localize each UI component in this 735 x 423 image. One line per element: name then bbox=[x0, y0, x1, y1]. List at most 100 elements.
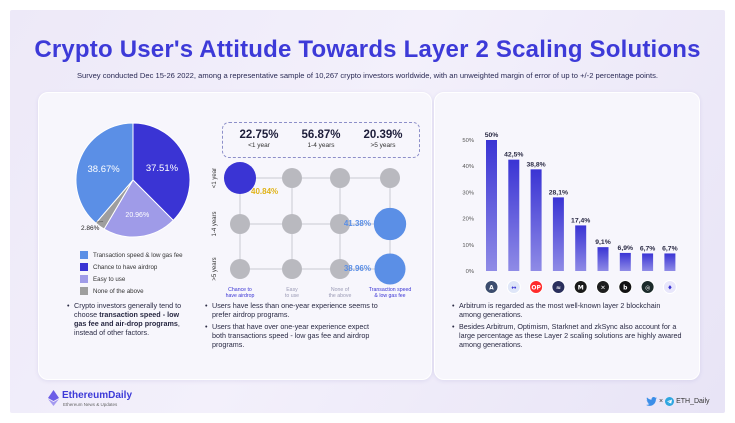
matrix-row-label: 1-4 years bbox=[212, 211, 218, 236]
y-tick-label: 30% bbox=[462, 190, 474, 196]
bar bbox=[575, 225, 587, 271]
bullet-dot: • bbox=[205, 301, 208, 310]
stat-1-4-years: 56.87% 1-4 years bbox=[291, 129, 351, 149]
legend-swatch bbox=[80, 263, 88, 271]
matrix-row-label: >5 years bbox=[212, 257, 218, 280]
blockchain-logo-glyph: M bbox=[578, 284, 584, 291]
bar bbox=[552, 197, 564, 271]
bar-chart: 0% 10% 20% 30% 40% 50% 50% A 42,5% ↔ 38,8% OP 28,1% ≈… bbox=[434, 92, 698, 302]
pie-slice-label: 20.96% bbox=[125, 212, 149, 219]
matrix-bubble-highlight bbox=[374, 253, 406, 285]
middle-note-2: • Users that have over one-year experien… bbox=[205, 322, 382, 349]
ethereum-icon bbox=[48, 390, 59, 406]
bar-value-label: 6,7% bbox=[640, 245, 656, 252]
matrix-col-label: Transaction speed & low gas fee bbox=[369, 287, 412, 299]
matrix-bubble bbox=[282, 214, 302, 234]
legend-label: Transaction speed & low gas fee bbox=[93, 251, 183, 259]
matrix-col-label: Easy to use bbox=[285, 287, 299, 299]
right-panel bbox=[434, 92, 700, 380]
bar bbox=[597, 247, 609, 271]
blockchain-logo-icon bbox=[640, 280, 655, 294]
bar-value-label: 6,9% bbox=[618, 245, 634, 252]
bar-value-label: 17,4% bbox=[571, 217, 590, 224]
pie-slice bbox=[103, 179, 174, 238]
matrix-bubble bbox=[330, 168, 350, 188]
bar-value-label: 28,1% bbox=[549, 189, 568, 196]
twitter-icon[interactable] bbox=[646, 397, 657, 406]
page-title: Crypto User's Attitude Towards Layer 2 S… bbox=[34, 36, 701, 63]
y-tick-label: 10% bbox=[462, 243, 474, 249]
right-notes: • Arbitrum is regarded as the most well-… bbox=[452, 301, 683, 349]
pie-slice-label: 38.67% bbox=[87, 164, 120, 175]
stat-label: 1-4 years bbox=[307, 142, 335, 149]
right-note-1: • Arbitrum is regarded as the most well-… bbox=[452, 301, 683, 319]
stat-label: >5 years bbox=[370, 142, 396, 149]
blockchain-logo-glyph: OP bbox=[531, 284, 541, 291]
stat-value: 22.75% bbox=[239, 129, 279, 141]
legend-item: Transaction speed & low gas fee bbox=[80, 250, 183, 260]
bar bbox=[508, 159, 520, 271]
stat-label: <1 year bbox=[248, 142, 270, 149]
middle-note-text: Users have less than one-year experience… bbox=[212, 301, 378, 319]
matrix-value-label: 38.96% bbox=[344, 264, 371, 273]
social-separator: × bbox=[659, 398, 664, 405]
stat-under-1-year: 22.75% <1 year bbox=[229, 129, 289, 149]
y-tick-label: 20% bbox=[462, 217, 474, 223]
right-note-text: Besides Arbitrum, Optimism, Starknet and… bbox=[459, 322, 682, 349]
stat-over-5-years: 20.39% >5 years bbox=[353, 129, 413, 149]
bar bbox=[486, 140, 497, 271]
blockchain-logo-glyph: ↔ bbox=[511, 284, 516, 291]
left-note: • Crypto investors generally tend to cho… bbox=[67, 301, 192, 337]
blockchain-logo-icon bbox=[596, 280, 610, 294]
matrix-value-label: 40.84% bbox=[251, 187, 278, 196]
legend-label: Easy to use bbox=[93, 275, 126, 283]
bar bbox=[642, 253, 654, 271]
bullet-dot: • bbox=[452, 301, 455, 310]
matrix-value-label: 41.38% bbox=[344, 219, 371, 228]
blockchain-logo-icon bbox=[484, 280, 499, 294]
blockchain-logo-icon bbox=[529, 280, 544, 294]
matrix-col-label: Chance to have airdrop bbox=[226, 287, 255, 299]
legend-item: Easy to use bbox=[80, 274, 125, 284]
stat-value: 56.87% bbox=[301, 129, 341, 141]
legend-swatch bbox=[80, 275, 88, 283]
page-subtitle: Survey conducted Dec 15-26 2022, among a… bbox=[76, 71, 659, 80]
middle-note-text: Users that have over one-year experience… bbox=[212, 322, 370, 349]
pie-slice bbox=[132, 122, 191, 222]
bullet-dot: • bbox=[205, 322, 208, 331]
bar-value-label: 38,8% bbox=[526, 161, 545, 168]
legend-item: Chance to have airdrop bbox=[80, 262, 157, 272]
stat-value: 20.39% bbox=[363, 129, 403, 141]
legend-swatch bbox=[80, 287, 88, 295]
brand-name: EthereumDaily bbox=[62, 390, 133, 401]
bar-value-label: 50% bbox=[485, 132, 499, 139]
matrix-bubble bbox=[230, 214, 250, 234]
legend-label: Chance to have airdrop bbox=[93, 263, 158, 271]
bar bbox=[664, 253, 676, 271]
telegram-icon[interactable] bbox=[665, 397, 675, 406]
right-note-2: • Besides Arbitrum, Optimism, Starknet a… bbox=[452, 322, 683, 349]
pie-slice bbox=[75, 122, 134, 224]
y-tick-label: 40% bbox=[462, 164, 474, 170]
blockchain-logo-icon bbox=[662, 280, 677, 294]
legend-item: None of the above bbox=[80, 286, 144, 296]
blockchain-logo-glyph: A bbox=[489, 284, 494, 291]
matrix-row-label: <1 year bbox=[212, 168, 218, 188]
matrix-bubble bbox=[380, 168, 400, 188]
bubble-matrix: <1 year 1-4 years >5 years 40.84% 41.38% 38.9… bbox=[212, 161, 412, 299]
matrix-bubble bbox=[330, 259, 350, 279]
legend-swatch bbox=[80, 251, 88, 259]
experience-stats-box: 22.75% <1 year 56.87% 1-4 years 20.39% >… bbox=[222, 122, 420, 158]
y-tick-label: 50% bbox=[462, 138, 474, 144]
left-note-outro: , instead of other factors. bbox=[74, 319, 180, 337]
pie-slice-label: 2.86% bbox=[81, 225, 100, 232]
y-tick-label: 0% bbox=[466, 269, 474, 275]
infographic: Crypto User's Attitude Towards Layer 2 S… bbox=[10, 10, 725, 413]
matrix-bubble bbox=[230, 259, 250, 279]
blockchain-logo-icon bbox=[551, 280, 566, 294]
middle-notes: • Users have less than one-year experien… bbox=[205, 301, 382, 349]
matrix-bubble-highlight bbox=[223, 161, 257, 195]
middle-note-1: • Users have less than one-year experien… bbox=[205, 301, 382, 319]
social-handle[interactable]: ETH_Daily bbox=[676, 398, 710, 405]
blockchain-logo-icon bbox=[573, 280, 588, 294]
